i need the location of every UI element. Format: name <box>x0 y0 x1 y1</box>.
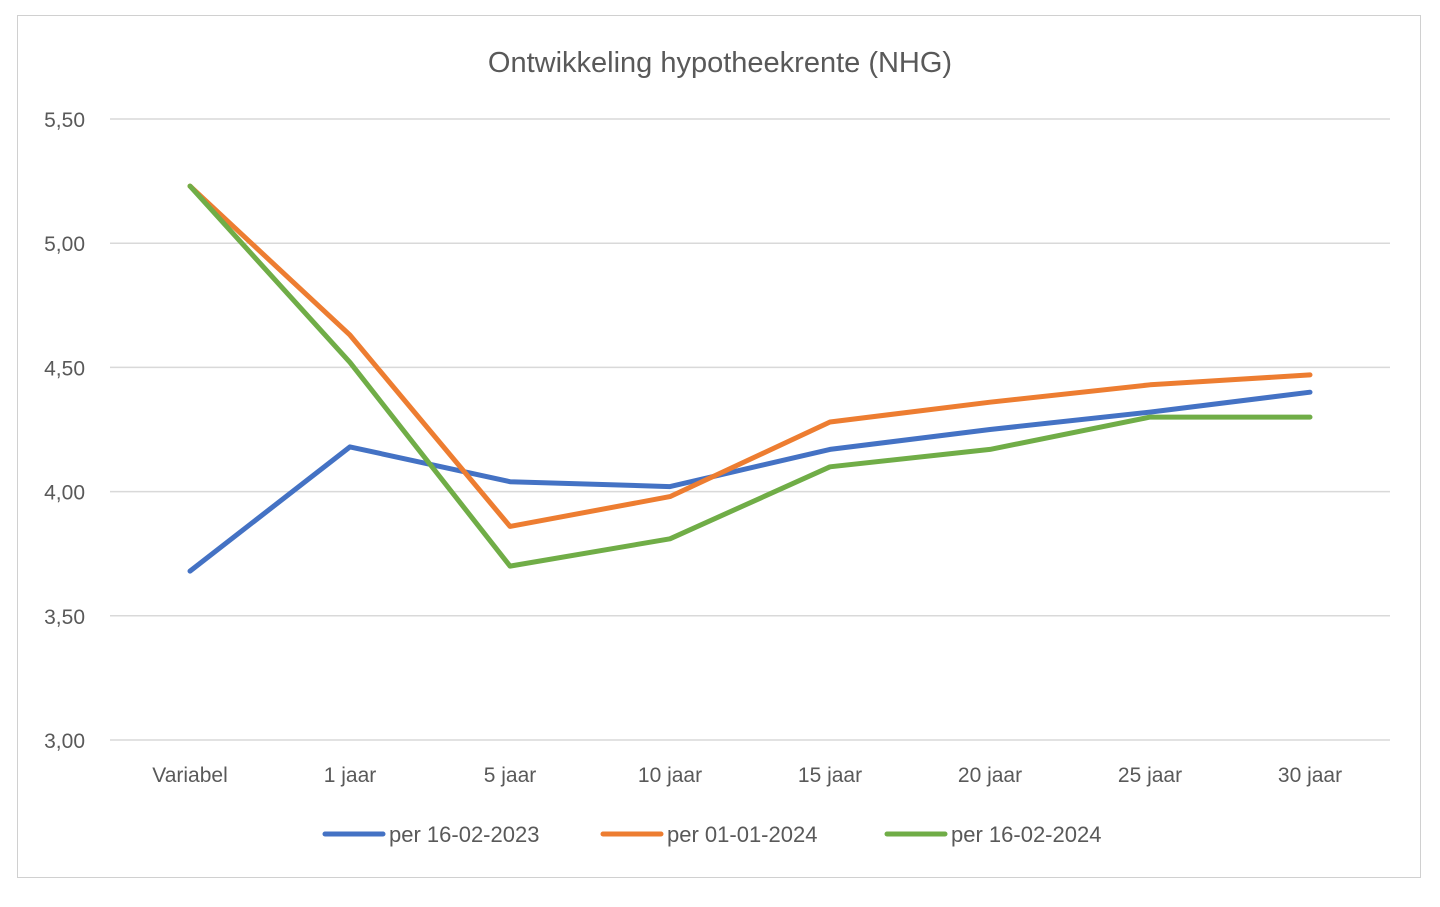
x-tick-label: 5 jaar <box>484 764 537 787</box>
series-line-3 <box>187 183 1313 569</box>
y-tick-label: 4,50 <box>44 357 85 380</box>
y-axis-tick-labels: 3,00 3,50 4,00 4,50 5,00 5,50 <box>44 109 85 753</box>
chart-title: Ontwikkeling hypotheekrente (NHG) <box>488 47 952 79</box>
legend-label: per 01-01-2024 <box>667 822 817 847</box>
legend-label: per 16-02-2024 <box>951 822 1101 847</box>
x-tick-label: 30 jaar <box>1278 764 1342 787</box>
legend: per 16-02-2023 per 01-01-2024 per 16-02-20… <box>322 822 1101 847</box>
chart-frame <box>17 15 1421 878</box>
x-tick-label: 1 jaar <box>324 764 377 787</box>
series-lines <box>187 183 1313 574</box>
x-tick-label: 20 jaar <box>958 764 1022 787</box>
series-line-2 <box>187 183 1313 529</box>
y-tick-label: 4,00 <box>44 482 85 505</box>
y-tick-label: 3,50 <box>44 606 85 629</box>
y-tick-label: 5,50 <box>44 109 85 132</box>
gridlines <box>110 118 1390 741</box>
x-tick-label: 10 jaar <box>638 764 702 787</box>
y-tick-label: 3,00 <box>44 730 85 753</box>
series-line-1 <box>187 389 1313 574</box>
x-tick-label: 15 jaar <box>798 764 862 787</box>
y-tick-label: 5,00 <box>44 233 85 256</box>
x-tick-label: 25 jaar <box>1118 764 1182 787</box>
legend-label: per 16-02-2023 <box>389 822 539 847</box>
x-axis-tick-labels: Variabel 1 jaar 5 jaar 10 jaar 15 jaar 20 jaa… <box>152 764 1342 787</box>
x-tick-label: Variabel <box>152 764 228 787</box>
